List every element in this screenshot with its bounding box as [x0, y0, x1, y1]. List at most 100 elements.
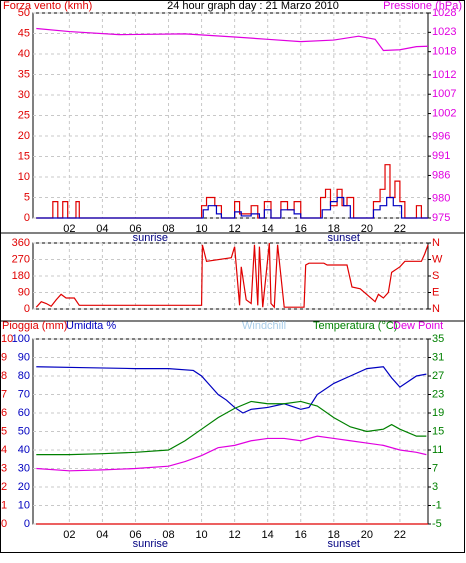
- annotation: sunrise: [133, 538, 168, 550]
- y-tick-label: 15: [18, 150, 30, 162]
- series-line: [36, 366, 427, 414]
- series-line: [36, 27, 429, 52]
- y2-tick-label: N: [432, 237, 440, 249]
- x-tick-label: 10: [195, 529, 207, 541]
- y2-tick-label: 1002: [432, 107, 456, 119]
- y-tick-label: 40: [18, 48, 30, 60]
- annotation: sunset: [328, 538, 360, 550]
- x-tick-label: 16: [295, 223, 307, 235]
- y2-tick-label: 991: [432, 150, 450, 162]
- series-line: [35, 242, 429, 309]
- y2-tick-label: 7: [432, 462, 438, 474]
- y2-tick-label: 1028: [432, 7, 456, 19]
- y-tick-label: 50: [18, 7, 30, 19]
- legend-entry: Pioggia (mm): [2, 320, 67, 332]
- y2-tick-label: W: [432, 253, 443, 265]
- y2-tick-label: 27: [432, 370, 444, 382]
- x-tick-label: 12: [229, 529, 241, 541]
- x-tick-label: 20: [361, 223, 373, 235]
- y2-tick-label: -1: [432, 499, 442, 511]
- y2-tick-label: 15: [432, 425, 444, 437]
- legend-entry: Dew Point: [393, 320, 443, 332]
- plot-area: [32, 338, 429, 525]
- y2-tick-label: 35: [432, 333, 444, 345]
- y-tick-label: 5: [24, 191, 30, 203]
- series-line: [36, 400, 427, 456]
- y2-tick-label: 986: [432, 169, 450, 181]
- y2-tick-label: 23: [432, 388, 444, 400]
- x-tick-label: 02: [63, 223, 75, 235]
- x-tick-label: 20: [361, 529, 373, 541]
- x-tick-label: 14: [262, 223, 274, 235]
- y-tick-label: 0: [24, 518, 30, 530]
- y2-tick-label: 3: [432, 481, 438, 493]
- y-tick-label: 20: [18, 481, 30, 493]
- y-tick-label: 80: [18, 370, 30, 382]
- x-tick-label: 18: [328, 223, 340, 235]
- y3-tick-label: 5: [1, 425, 7, 437]
- y-tick-label: 90: [18, 351, 30, 363]
- y2-tick-label: 996: [432, 131, 450, 143]
- y-tick-label: 25: [18, 109, 30, 121]
- y3-tick-label: 7: [1, 388, 7, 400]
- x-tick-label: 04: [96, 223, 108, 235]
- chart-title: 24 hour graph day : 21 Marzo 2010: [167, 0, 339, 12]
- y-tick-label: 70: [18, 388, 30, 400]
- y2-tick-label: 31: [432, 351, 444, 363]
- y3-tick-label: 9: [1, 351, 7, 363]
- y3-tick-label: 3: [1, 462, 7, 474]
- x-tick-label: 12: [229, 223, 241, 235]
- y3-tick-label: 6: [1, 407, 7, 419]
- y2-tick-label: 1018: [432, 46, 456, 58]
- y3-tick-label: 10: [1, 333, 13, 345]
- y2-tick-label: 1023: [432, 26, 456, 38]
- y-tick-label: 0: [24, 303, 30, 315]
- series-line: [36, 196, 428, 219]
- y3-tick-label: 0: [1, 518, 7, 530]
- x-tick-label: 10: [195, 223, 207, 235]
- legend-entry: Windchill: [242, 320, 286, 332]
- x-tick-label: 04: [96, 529, 108, 541]
- y-tick-label: 30: [18, 462, 30, 474]
- plot-area: [32, 12, 429, 219]
- y2-tick-label: -5: [432, 518, 442, 530]
- x-tick-label: 08: [162, 529, 174, 541]
- y-tick-label: 0: [24, 212, 30, 224]
- legend-entry: Umidita %: [66, 320, 116, 332]
- y-tick-label: 30: [18, 89, 30, 101]
- y-tick-label: 45: [18, 27, 30, 39]
- series-line: [36, 435, 427, 472]
- x-tick-label: 08: [162, 223, 174, 235]
- x-tick-label: 22: [394, 223, 406, 235]
- x-tick-label: 06: [129, 223, 141, 235]
- annotation: sunrise: [133, 232, 168, 244]
- y2-tick-label: 980: [432, 193, 450, 205]
- x-tick-label: 22: [394, 529, 406, 541]
- y-tick-label: 180: [12, 270, 30, 282]
- legend-entry: Temperatura (°C): [313, 320, 397, 332]
- y3-tick-label: 1: [1, 499, 7, 511]
- y-tick-label: 60: [18, 407, 30, 419]
- x-tick-label: 18: [328, 529, 340, 541]
- y-tick-label: 10: [18, 171, 30, 183]
- y-tick-label: 90: [18, 286, 30, 298]
- y-tick-label: 35: [18, 68, 30, 80]
- y2-tick-label: 975: [432, 212, 450, 224]
- y-tick-label: 40: [18, 444, 30, 456]
- y-tick-label: 270: [12, 253, 30, 265]
- y-tick-label: 50: [18, 425, 30, 437]
- x-tick-label: 14: [262, 529, 274, 541]
- y2-tick-label: E: [432, 286, 439, 298]
- y2-axis-label: Pressione (hPa): [383, 0, 462, 12]
- y2-tick-label: S: [432, 270, 439, 282]
- y-tick-label: 100: [12, 333, 30, 345]
- annotation: sunset: [328, 232, 360, 244]
- y2-tick-label: 19: [432, 407, 444, 419]
- x-tick-label: 06: [129, 529, 141, 541]
- y2-tick-label: 11: [432, 444, 443, 456]
- y3-tick-label: 4: [1, 444, 7, 456]
- y2-tick-label: 1012: [432, 69, 456, 81]
- x-tick-label: 02: [63, 529, 75, 541]
- y2-tick-label: 1007: [432, 88, 456, 100]
